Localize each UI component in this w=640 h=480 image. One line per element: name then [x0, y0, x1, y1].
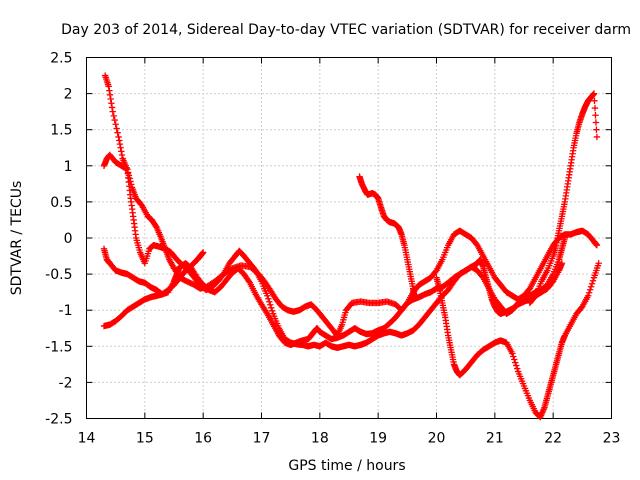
data-point	[105, 83, 112, 90]
data-point	[593, 242, 601, 249]
data-point	[561, 234, 569, 242]
x-tick-label: 17	[253, 431, 271, 447]
data-series	[100, 72, 602, 421]
data-point	[587, 283, 595, 290]
data-point	[411, 292, 418, 299]
data-point	[268, 307, 276, 315]
data-point	[116, 137, 123, 144]
y-tick-label: 2	[64, 87, 73, 103]
data-point	[106, 91, 114, 99]
data-point	[117, 144, 124, 151]
data-point	[586, 286, 594, 293]
data-point	[199, 249, 207, 256]
data-point	[591, 104, 599, 112]
x-tick-label: 18	[311, 431, 329, 447]
plot-frame	[86, 57, 612, 419]
y-tick-label: -2	[59, 375, 73, 391]
series-arc-f	[433, 260, 602, 421]
grid	[86, 57, 612, 419]
data-point	[509, 350, 516, 357]
y-tick-label: 0	[64, 231, 73, 247]
data-point	[584, 292, 592, 299]
chart-title: Day 203 of 2014, Sidereal Day-to-day VTE…	[61, 22, 631, 38]
data-point	[118, 151, 126, 159]
data-point	[513, 362, 520, 369]
series-arc-e	[356, 173, 418, 299]
data-point	[118, 148, 125, 155]
data-point	[110, 112, 117, 120]
data-point	[108, 100, 115, 107]
series-arc-c	[100, 245, 566, 349]
data-point	[266, 298, 273, 305]
x-axis-label: GPS time / hours	[288, 458, 405, 474]
y-tick-label: -1.5	[45, 339, 72, 355]
data-point	[513, 365, 521, 372]
data-point	[593, 133, 601, 141]
data-point	[595, 260, 602, 267]
data-point	[112, 121, 119, 128]
data-point	[265, 295, 272, 302]
data-point	[592, 112, 599, 119]
y-tick-label: -0.5	[45, 267, 72, 283]
y-tick-label: 1.5	[50, 123, 72, 139]
x-tick-label: 19	[369, 431, 387, 447]
data-point	[510, 353, 517, 360]
data-point	[116, 140, 124, 148]
x-tick-label: 21	[486, 431, 504, 447]
x-tick-label: 20	[428, 431, 446, 447]
data-point	[591, 97, 598, 105]
x-tick-label: 14	[78, 431, 96, 447]
y-axis-label: SDTVAR / TECUs	[9, 181, 25, 296]
series-arc-g	[526, 90, 601, 307]
y-tick-label: 1	[64, 159, 73, 175]
data-point	[589, 277, 597, 284]
y-tick-label: 2.5	[50, 51, 72, 67]
data-point	[108, 104, 116, 111]
data-point	[245, 278, 253, 285]
x-tick-label: 23	[603, 431, 621, 447]
series-arc-b	[100, 151, 569, 351]
data-point	[590, 90, 598, 97]
y-axis: 2.5 2 1.5 1 0.5 0 -0.5 -1 -1.5 -2 -2.5	[45, 51, 612, 428]
series-arc-a	[101, 72, 601, 339]
data-point	[512, 359, 519, 366]
data-point	[264, 292, 271, 299]
data-point	[531, 293, 538, 301]
x-tick-label: 15	[136, 431, 154, 447]
data-point	[267, 301, 274, 308]
data-point	[109, 108, 116, 115]
data-point	[588, 280, 596, 287]
y-tick-label: -1	[59, 303, 73, 319]
data-point	[593, 126, 600, 133]
x-tick-label: 22	[544, 431, 562, 447]
data-point	[115, 133, 122, 141]
data-point	[268, 304, 275, 311]
data-point	[113, 125, 120, 132]
data-point	[592, 119, 600, 126]
series-arc-d	[100, 249, 207, 330]
y-tick-label: -2.5	[45, 412, 72, 428]
data-point	[511, 356, 518, 363]
data-point	[106, 87, 113, 94]
data-point	[558, 260, 566, 267]
data-point	[107, 95, 114, 103]
data-point	[114, 129, 121, 136]
data-point	[585, 289, 593, 296]
x-axis: 14 15 16 17 18 19 20 21 22 23	[78, 57, 621, 447]
data-point	[111, 116, 118, 124]
x-tick-label: 16	[194, 431, 212, 447]
y-tick-label: 0.5	[50, 195, 72, 211]
